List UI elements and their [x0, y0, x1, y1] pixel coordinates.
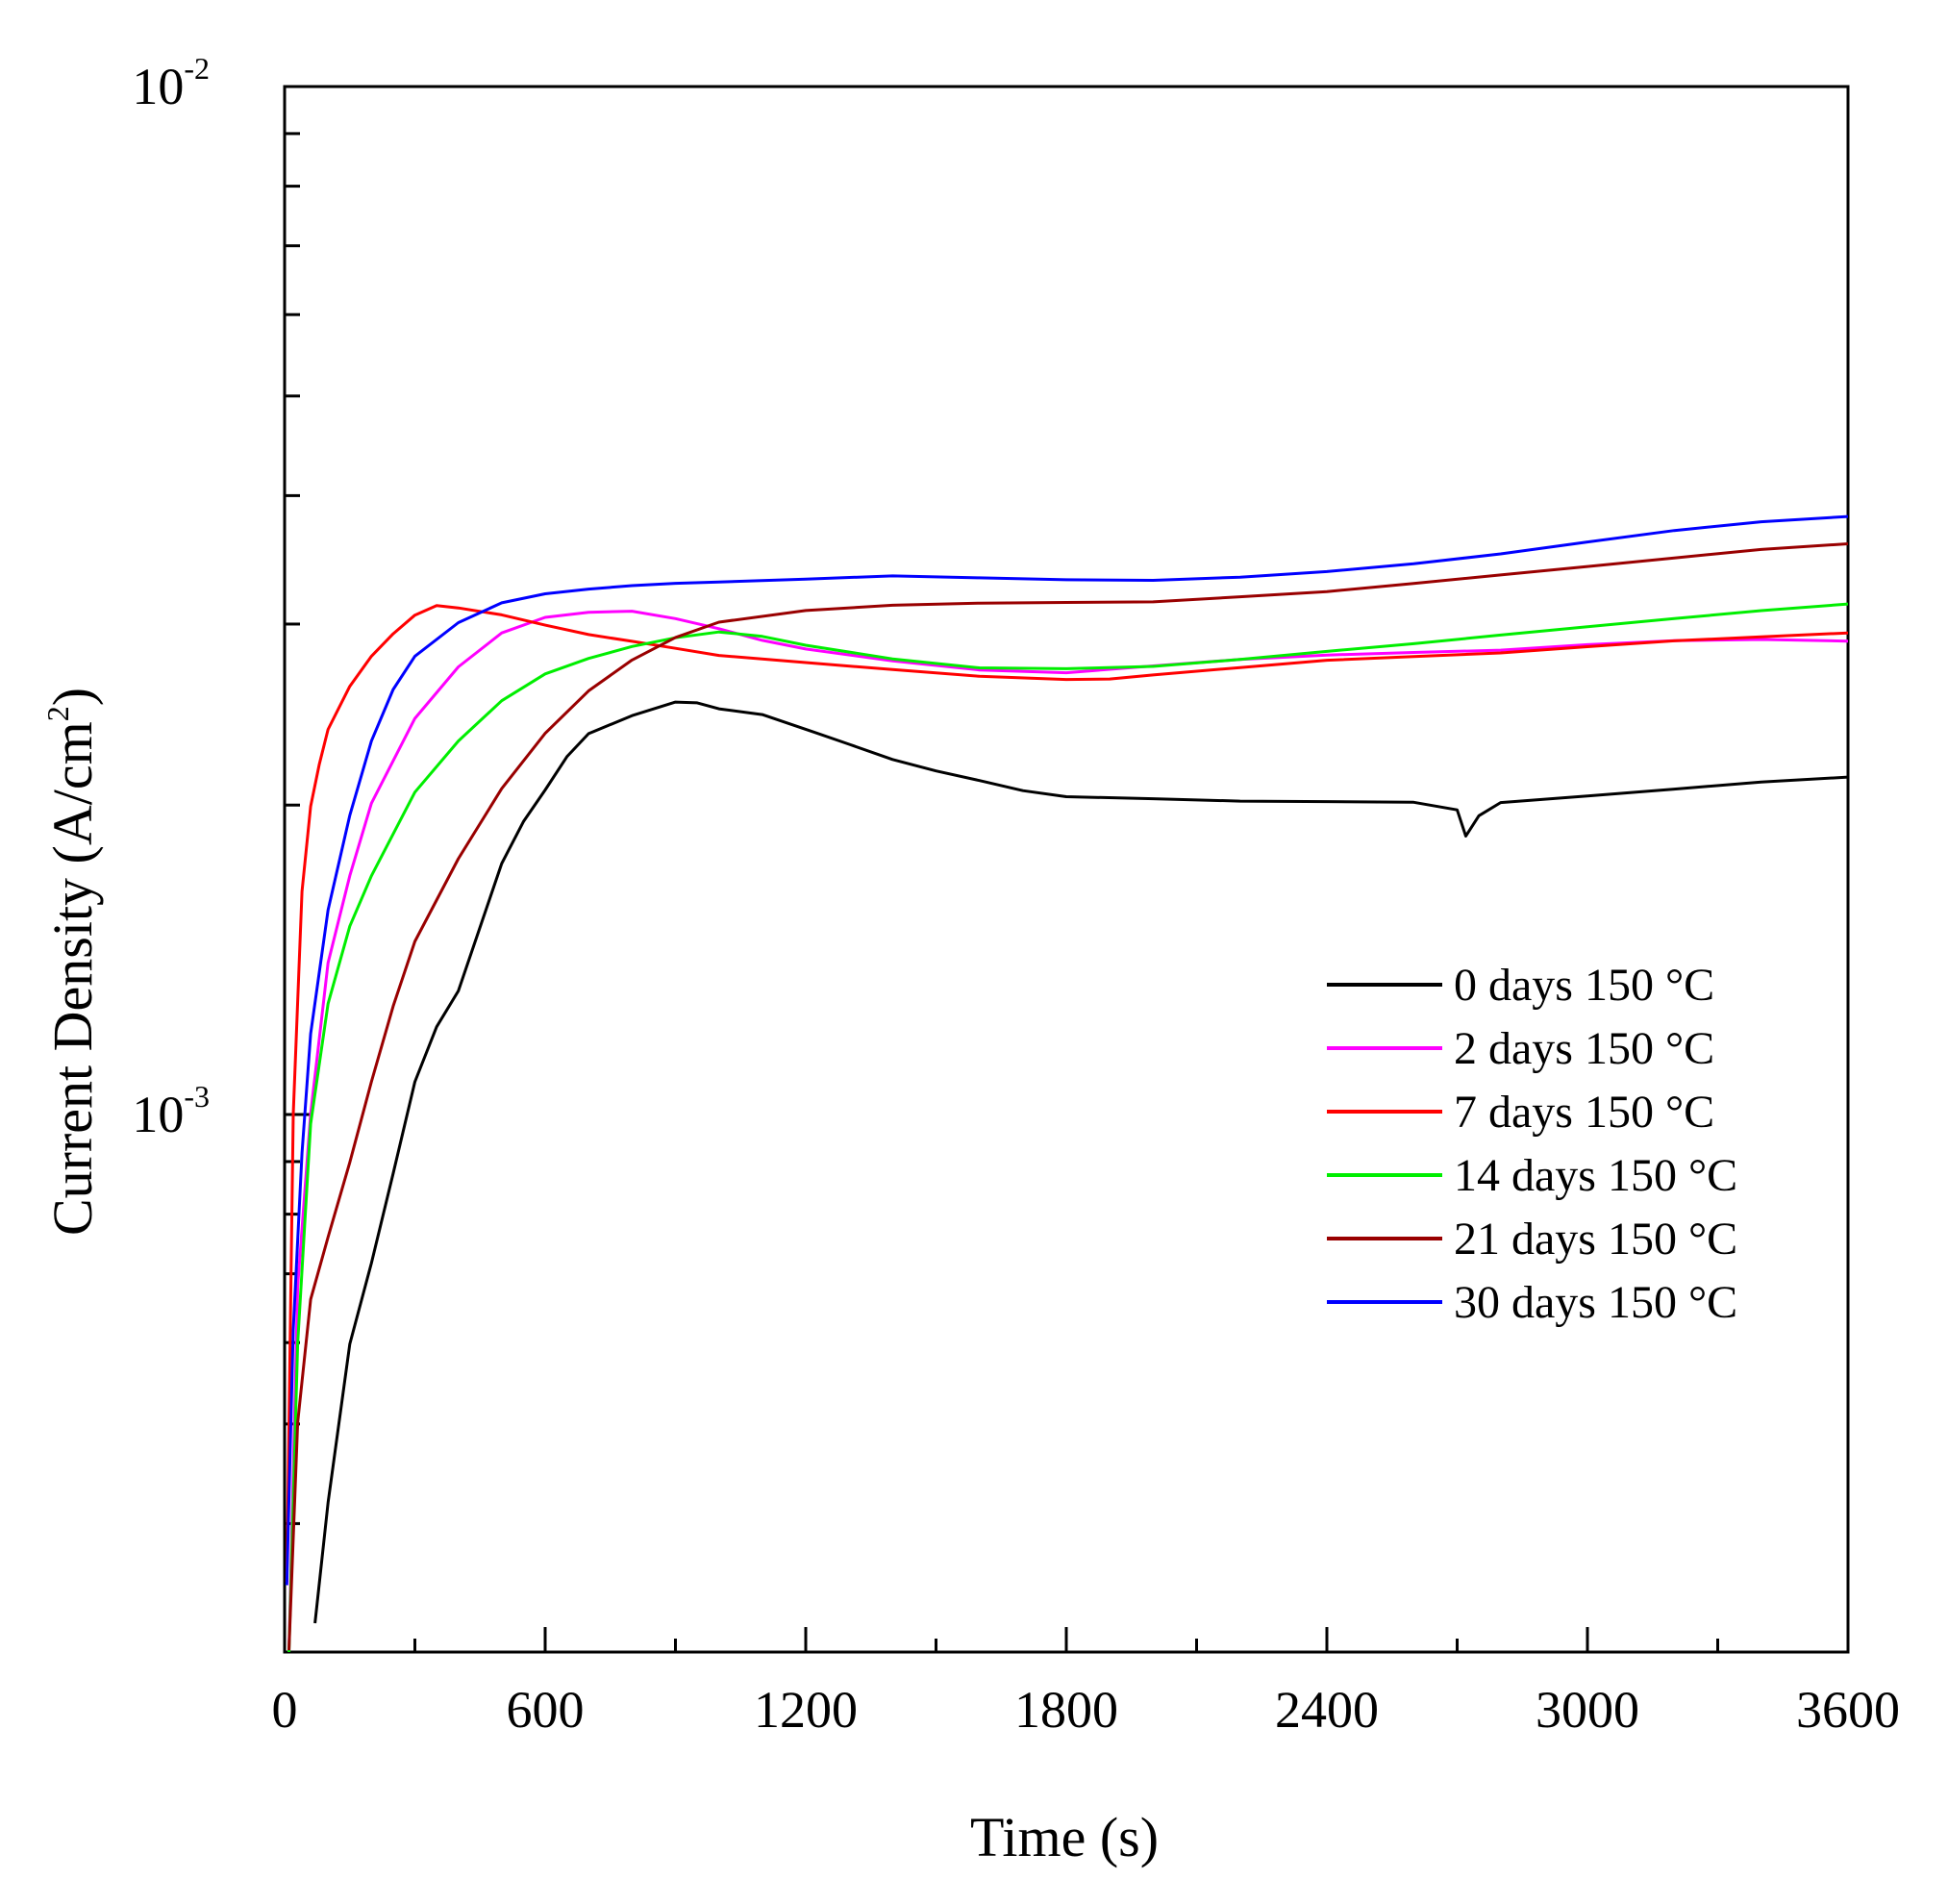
y-tick-label-base: 10	[132, 58, 184, 115]
plot-frame	[283, 85, 1850, 1654]
y-tick-label-base: 10	[132, 1086, 184, 1143]
series-line	[285, 604, 1848, 1583]
y-tick-label: 10-3	[132, 1079, 210, 1143]
series-line	[313, 700, 1848, 1624]
x-axis-title: Time (s)	[970, 1806, 1159, 1868]
legend-label: 7 days 150 °C	[1454, 1087, 1714, 1138]
series-line	[287, 542, 1848, 1651]
legend-label: 14 days 150 °C	[1454, 1150, 1737, 1201]
series-layer	[285, 514, 1848, 1652]
x-tick-label: 0	[272, 1681, 298, 1739]
plot-border	[283, 85, 1850, 1654]
x-axis-ticks: 0 600 1200 1800 2400 3000 3600	[272, 1627, 1900, 1739]
series-line	[285, 514, 1848, 1586]
x-tick-label: 3000	[1536, 1681, 1639, 1739]
legend: 0 days 150 °C 2 days 150 °C 7 days 150 °C 1…	[1327, 960, 1737, 1328]
y-tick-label-exp: -3	[184, 1079, 210, 1114]
legend-label: 21 days 150 °C	[1454, 1214, 1737, 1265]
y-axis-title-sup: 2	[40, 706, 75, 721]
y-tick-label: 10-2	[132, 51, 210, 115]
x-tick-label: 600	[507, 1681, 585, 1739]
series-line	[287, 602, 1848, 1652]
y-tick-label-exp: -2	[184, 51, 210, 86]
legend-label: 0 days 150 °C	[1454, 960, 1714, 1011]
y-axis-ticks: 10-210-3	[132, 51, 310, 1654]
x-tick-label: 2400	[1275, 1681, 1379, 1739]
legend-label: 2 days 150 °C	[1454, 1023, 1714, 1074]
y-axis-title: Current Density (A/cm2)	[40, 688, 104, 1236]
x-tick-label: 1800	[1014, 1681, 1118, 1739]
legend-label: 30 days 150 °C	[1454, 1277, 1737, 1328]
x-tick-label: 3600	[1796, 1681, 1900, 1739]
y-axis-title-close: )	[41, 688, 104, 706]
y-axis-title-main: Current Density (A/cm	[41, 721, 104, 1236]
x-tick-label: 1200	[754, 1681, 858, 1739]
